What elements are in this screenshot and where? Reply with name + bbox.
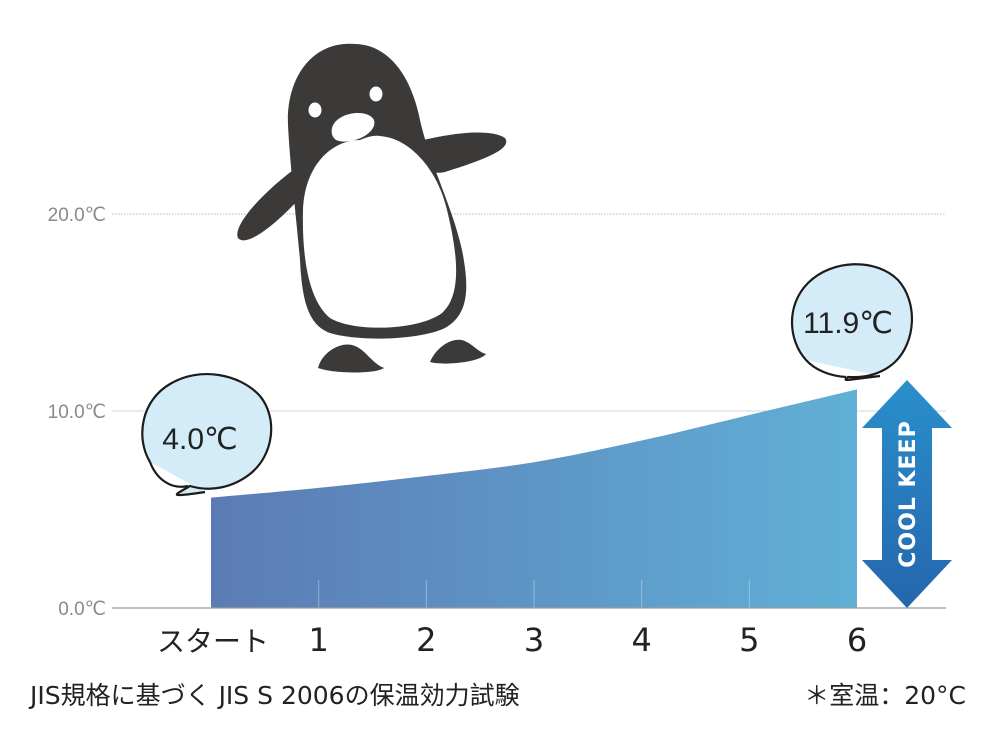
room-temperature-note: ＊室温：20°C bbox=[804, 681, 966, 710]
start-value-bubble: 4.0℃ bbox=[141, 373, 273, 497]
penguin-icon bbox=[237, 43, 507, 373]
cool-keep-label: COOL KEEP bbox=[896, 420, 921, 567]
x-category-label: 1 bbox=[308, 621, 328, 659]
x-category-label: スタート bbox=[157, 625, 269, 658]
x-category-label: 5 bbox=[739, 621, 759, 659]
x-category-label: 4 bbox=[631, 621, 651, 659]
end-value-bubble: 11.9℃ bbox=[790, 263, 913, 382]
start-value-label: 4.0℃ bbox=[162, 423, 237, 456]
y-tick-label: 10.0℃ bbox=[48, 402, 106, 423]
test-method-note: JIS規格に基づく JIS S 2006の保温効力試験 bbox=[30, 681, 520, 710]
x-category-label: 6 bbox=[847, 621, 867, 659]
y-tick-label: 20.0℃ bbox=[48, 205, 106, 226]
cool-keep-arrow: COOL KEEP bbox=[862, 380, 952, 608]
end-value-label: 11.9℃ bbox=[803, 307, 893, 340]
x-category-label: 2 bbox=[416, 621, 436, 659]
x-axis-labels: スタート 1 2 3 4 5 6 bbox=[157, 621, 867, 659]
y-axis-ticks: 0.0℃ 10.0℃ 20.0℃ bbox=[48, 205, 106, 620]
x-category-label: 3 bbox=[524, 621, 544, 659]
y-tick-label: 0.0℃ bbox=[58, 599, 106, 620]
area-series bbox=[211, 389, 857, 608]
area-dividers bbox=[318, 580, 750, 608]
